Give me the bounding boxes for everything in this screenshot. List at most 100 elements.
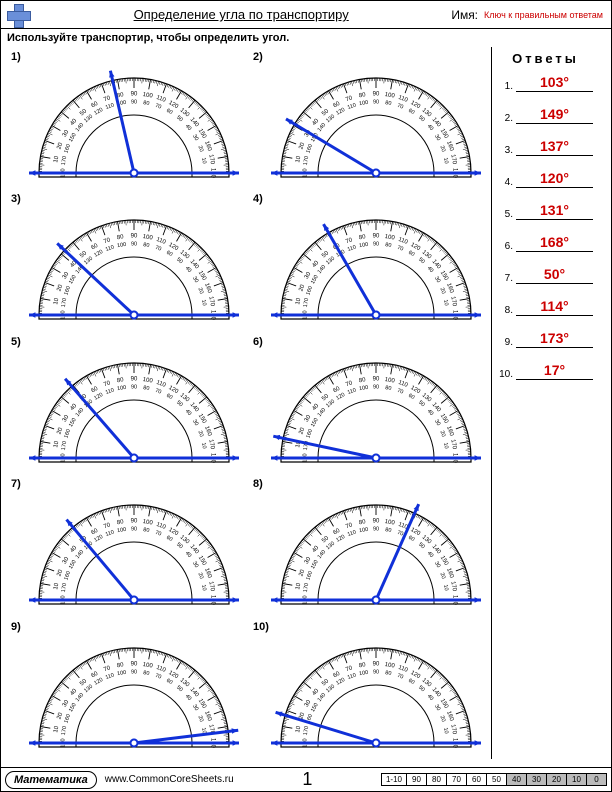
protractor-figure: 0102030405060708090100110120130140150160… [29,207,229,327]
protractor-figure: 0102030405060708090100110120130140150160… [271,492,471,612]
problem-number: 4) [253,193,263,205]
problem-number: 5) [11,336,21,348]
answer-number: 7. [498,273,516,284]
answer-row: 8. 114° [498,298,593,316]
protractor-figure: 0102030405060708090100110120130140150160… [29,492,229,612]
svg-text:80: 80 [143,670,150,677]
problem: 9) 0102030405060708090100110120130140150… [11,621,245,759]
problem-number: 3) [11,193,21,205]
svg-text:90: 90 [373,242,379,248]
plus-logo-icon [5,2,31,28]
protractor-figure: 0102030405060708090100110120130140150160… [29,65,229,185]
svg-text:10: 10 [200,584,207,591]
answer-number: 8. [498,305,516,316]
svg-text:80: 80 [385,670,392,677]
problem: 6) 0102030405060708090100110120130140150… [253,336,487,474]
answer-row: 9. 173° [498,330,593,348]
problem-number: 9) [11,621,21,633]
subject-badge: Математика [5,771,97,789]
svg-text:80: 80 [385,242,392,249]
protractor-figure: 0102030405060708090100110120130140150160… [29,635,229,755]
problem: 5) 0102030405060708090100110120130140150… [11,336,245,474]
problem-number: 7) [11,478,21,490]
svg-text:80: 80 [385,527,392,534]
problem-number: 10) [253,621,269,633]
svg-text:80: 80 [385,100,392,107]
svg-text:90: 90 [373,234,380,240]
answer-number: 3. [498,145,516,156]
answer-row: 1. 103° [498,74,593,92]
answer-row: 6. 168° [498,234,593,252]
answer-value: 103° [516,74,593,92]
answer-value: 131° [516,202,593,220]
problem: 3) 0102030405060708090100110120130140150… [11,193,245,331]
answer-row: 4. 120° [498,170,593,188]
answer-value: 173° [516,330,593,348]
answer-number: 9. [498,337,516,348]
svg-text:90: 90 [373,92,380,98]
svg-text:90: 90 [131,669,137,675]
score-cell: 60 [466,774,486,785]
worksheet-title: Определение угла по транспортиру [31,7,451,22]
score-cell: 30 [526,774,546,785]
answer-value: 50° [516,266,593,284]
site-url: www.CommonCoreSheets.ru [105,774,234,785]
svg-text:90: 90 [131,384,137,390]
answer-value: 149° [516,106,593,124]
protractor-figure: 0102030405060708090100110120130140150160… [271,207,471,327]
answer-value: 120° [516,170,593,188]
answer-number: 5. [498,209,516,220]
svg-text:10: 10 [442,727,449,734]
answer-number: 2. [498,113,516,124]
svg-text:80: 80 [143,100,150,107]
answer-number: 4. [498,177,516,188]
problem: 7) 0102030405060708090100110120130140150… [11,478,245,616]
svg-text:10: 10 [200,300,207,307]
answer-row: 3. 137° [498,138,593,156]
answers-panel: Ответы 1. 103° 2. 149° 3. 137° 4. 120° 5. 13… [491,47,599,759]
score-cell: 80 [426,774,446,785]
svg-text:90: 90 [373,99,379,105]
svg-text:90: 90 [131,234,138,240]
protractor-figure: 0102030405060708090100110120130140150160… [29,350,229,470]
problem-number: 8) [253,478,263,490]
problem: 4) 0102030405060708090100110120130140150… [253,193,487,331]
svg-text:10: 10 [442,157,449,164]
protractor-figure: 0102030405060708090100110120130140150160… [271,65,471,185]
svg-text:90: 90 [373,527,379,533]
score-cell: 70 [446,774,466,785]
answer-value: 17° [516,362,593,380]
answer-row: 10. 17° [498,362,593,380]
svg-text:10: 10 [442,584,449,591]
problem: 1) 0102030405060708090100110120130140150… [11,51,245,189]
svg-text:90: 90 [131,527,137,533]
name-label: Имя: [451,8,478,22]
svg-text:90: 90 [373,669,379,675]
answers-title: Ответы [498,51,593,66]
svg-text:80: 80 [143,385,150,392]
answer-value: 137° [516,138,593,156]
score-cell: 40 [506,774,526,785]
problem-number: 2) [253,51,263,63]
svg-text:80: 80 [143,242,150,249]
svg-text:90: 90 [373,661,380,667]
svg-text:90: 90 [373,376,380,382]
score-grid: 1-109080706050403020100 [381,773,607,786]
score-cell: 1-10 [382,774,406,785]
score-cell: 0 [586,774,606,785]
protractor-figure: 0102030405060708090100110120130140150160… [271,635,471,755]
score-cell: 20 [546,774,566,785]
problem: 2) 0102030405060708090100110120130140150… [253,51,487,189]
svg-text:90: 90 [131,92,138,98]
answer-value: 114° [516,298,593,316]
answers-list: 1. 103° 2. 149° 3. 137° 4. 120° 5. 131° 6. 16… [498,74,593,380]
main-area: 1) 0102030405060708090100110120130140150… [1,47,611,759]
score-cell: 10 [566,774,586,785]
answer-row: 7. 50° [498,266,593,284]
svg-text:80: 80 [143,527,150,534]
svg-text:90: 90 [373,384,379,390]
footer: Математика www.CommonCoreSheets.ru 1 1-1… [1,767,611,791]
protractor-figure: 0102030405060708090100110120130140150160… [271,350,471,470]
answer-row: 5. 131° [498,202,593,220]
svg-text:10: 10 [200,442,207,449]
